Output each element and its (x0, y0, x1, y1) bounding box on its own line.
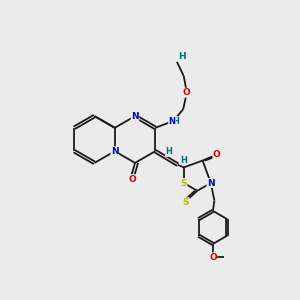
Text: N: N (111, 147, 118, 156)
Text: N: N (169, 117, 176, 126)
Text: N: N (207, 178, 214, 188)
Text: S: S (181, 178, 187, 188)
Text: S: S (183, 198, 189, 207)
Text: O: O (213, 150, 220, 159)
Text: O: O (209, 253, 217, 262)
Text: H: H (166, 148, 172, 157)
Text: O: O (128, 175, 136, 184)
Text: N: N (131, 112, 139, 121)
Text: H: H (180, 156, 187, 165)
Text: H: H (178, 52, 185, 61)
Text: O: O (183, 88, 191, 97)
Text: H: H (172, 117, 179, 126)
